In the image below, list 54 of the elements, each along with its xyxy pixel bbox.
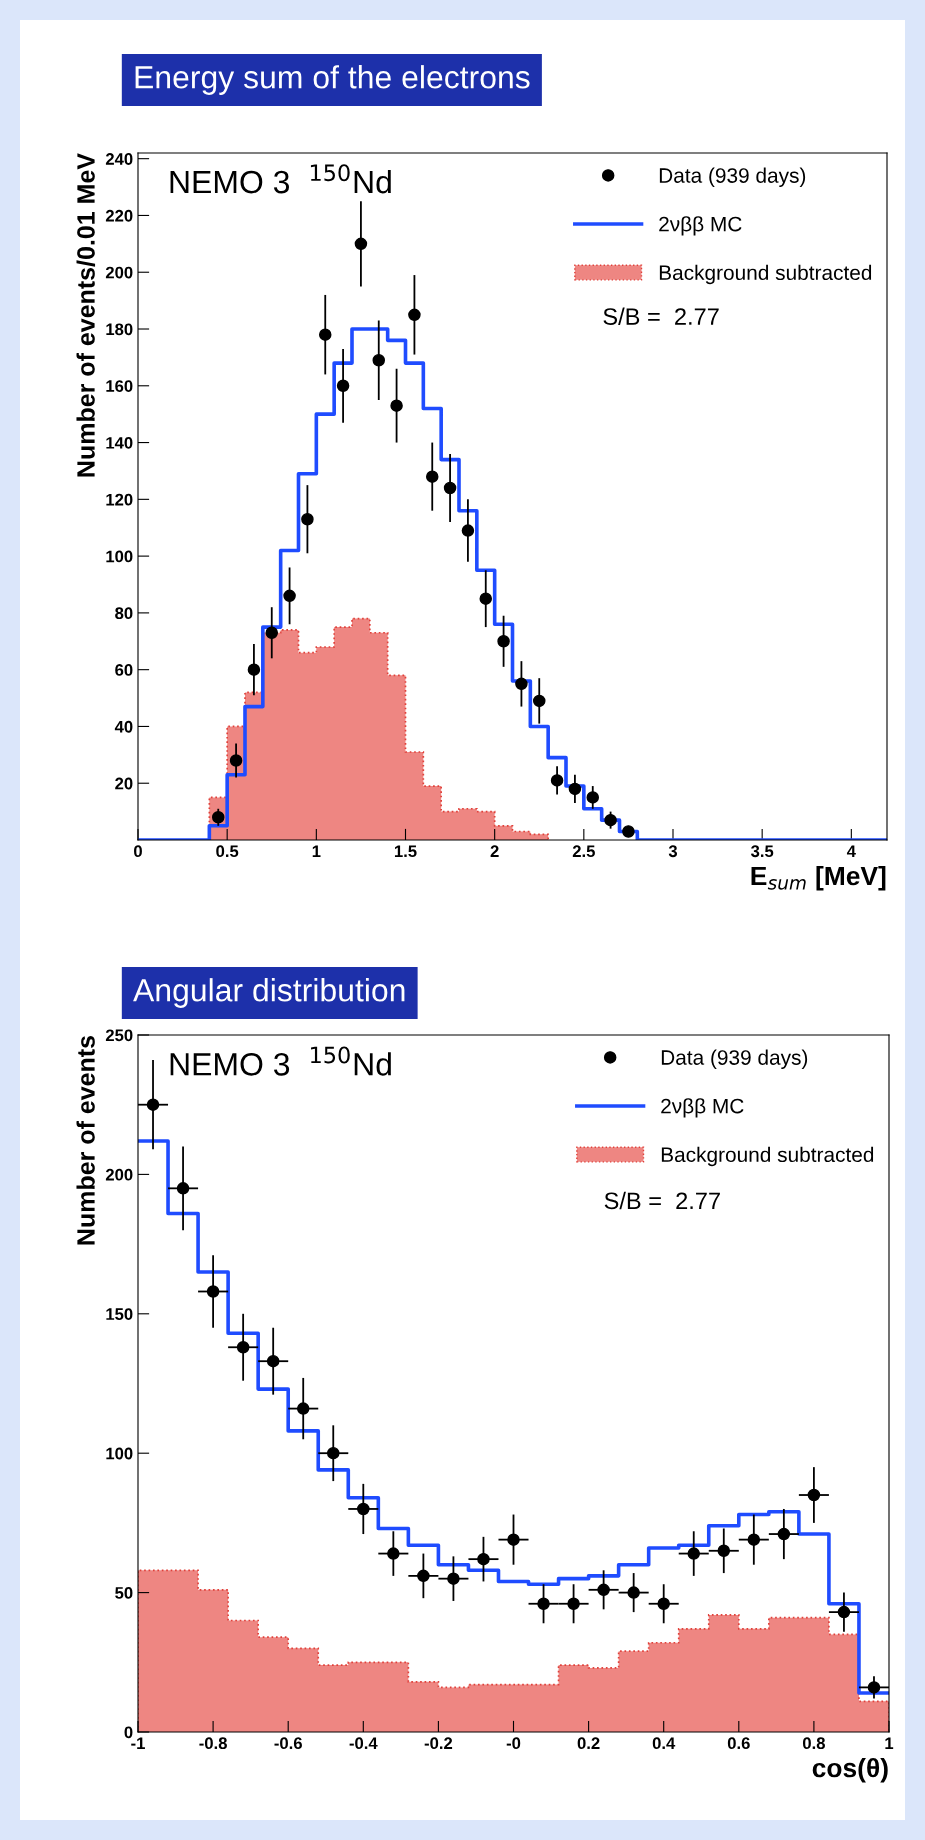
x-tick-label: 0.8 xyxy=(802,1737,825,1750)
legend-label: Background subtracted xyxy=(659,264,872,285)
x-tick-label: 2.5 xyxy=(572,845,595,858)
y-tick-label: 100 xyxy=(106,550,133,563)
x-tick-label: 1 xyxy=(885,1737,894,1749)
legend-label: Data (939 days) xyxy=(659,167,806,187)
x-tick-label: 0.2 xyxy=(577,1737,600,1750)
x-tick-label: -0.6 xyxy=(274,1737,302,1750)
y-tick-label: 200 xyxy=(105,1168,133,1181)
x-tick-label: 3.5 xyxy=(750,845,774,858)
chart-title: Energy sum of the electrons xyxy=(135,65,530,95)
x-tick-label: 0.6 xyxy=(727,1737,750,1750)
legend-label: 2νββ MC xyxy=(661,1098,744,1118)
x-tick-label: -1 xyxy=(131,1737,145,1749)
annotation: NEMO 3 $^{150}$Nd xyxy=(170,1046,391,1076)
y-tick-label: 180 xyxy=(106,323,133,336)
x-tick-label: -0.4 xyxy=(349,1737,378,1750)
x-tick-label: 2 xyxy=(490,845,499,857)
y-tick-label: 150 xyxy=(106,1308,133,1320)
y-tick-label: 160 xyxy=(106,380,133,392)
x-tick-label: 0.4 xyxy=(652,1737,676,1750)
annotation: S/B = 2.77 xyxy=(604,1191,720,1210)
annotation: NEMO 3 $^{150}$Nd xyxy=(170,164,391,194)
x-tick-label: 4 xyxy=(846,845,856,857)
y-tick-label: 140 xyxy=(106,436,133,449)
chart-title: Angular distribution xyxy=(133,978,405,1008)
y-tick-label: 200 xyxy=(105,266,133,279)
x-axis-title: cos(θ) xyxy=(812,1757,888,1783)
y-axis-title: Number of events/0.01 MeV xyxy=(76,153,96,477)
x-tick-label: 1.5 xyxy=(394,845,417,858)
x-tick-label: -0.2 xyxy=(424,1737,453,1750)
x-tick-label: 1 xyxy=(312,845,321,857)
y-tick-label: 50 xyxy=(115,1587,133,1599)
y-tick-label: 60 xyxy=(115,664,133,676)
y-tick-label: 20 xyxy=(115,777,133,790)
legend-label: Data (939 days) xyxy=(661,1049,808,1069)
x-tick-label: 0 xyxy=(134,845,142,858)
legend-label: 2νββ MC xyxy=(659,216,742,236)
legend-label: Background subtracted xyxy=(661,1146,874,1167)
x-tick-label: -0.8 xyxy=(199,1737,227,1750)
y-tick-label: 250 xyxy=(105,1029,133,1042)
y-tick-label: 120 xyxy=(106,493,133,506)
x-tick-label: -0 xyxy=(506,1737,521,1750)
y-tick-label: 100 xyxy=(106,1447,133,1460)
y-tick-label: 80 xyxy=(115,607,133,620)
x-axis-title: E$_{sum}$ [MeV] xyxy=(751,865,886,891)
y-tick-label: 0 xyxy=(124,1726,133,1739)
y-axis-title: Number of events xyxy=(76,1036,95,1245)
y-tick-label: 240 xyxy=(105,153,133,165)
x-tick-label: 0.5 xyxy=(216,845,239,858)
annotation: S/B = 2.77 xyxy=(603,307,719,325)
x-tick-label: 3 xyxy=(668,845,678,858)
y-tick-label: 220 xyxy=(105,209,133,222)
y-tick-label: 40 xyxy=(114,720,133,733)
